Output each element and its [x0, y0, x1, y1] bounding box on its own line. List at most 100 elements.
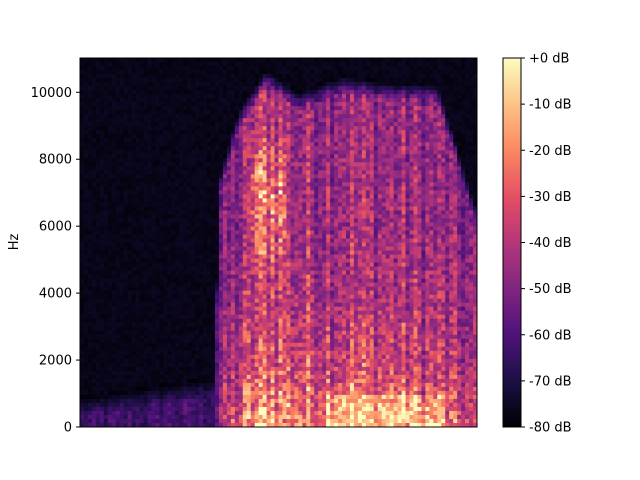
- spectrogram-cell: [199, 166, 204, 171]
- spectrogram-cell: [207, 362, 212, 368]
- spectrogram-cell: [107, 358, 113, 364]
- spectrogram-cell: [290, 382, 295, 388]
- spectrogram-cell: [226, 90, 232, 95]
- spectrogram-cell: [234, 370, 240, 376]
- spectrogram-cell: [95, 418, 101, 424]
- spectrogram-cell: [99, 362, 105, 368]
- spectrogram-cell: [214, 58, 220, 63]
- spectrogram-cell: [87, 74, 93, 79]
- spectrogram-cell: [218, 298, 224, 304]
- spectrogram-cell: [199, 130, 204, 135]
- spectrogram-cell: [262, 354, 267, 360]
- spectrogram-cell: [99, 414, 105, 420]
- spectrogram-cell: [258, 398, 264, 404]
- spectrogram-cell: [155, 382, 160, 388]
- spectrogram-cell: [159, 94, 164, 99]
- spectrogram-cell: [183, 254, 188, 259]
- spectrogram-cell: [266, 394, 271, 400]
- spectrogram-cell: [214, 270, 220, 275]
- spectrogram-cell: [171, 270, 176, 275]
- spectrogram-cell: [262, 234, 267, 239]
- spectrogram-cell: [266, 102, 271, 107]
- spectrogram-cell: [191, 158, 196, 163]
- spectrogram-cell: [175, 374, 180, 380]
- spectrogram-cell: [282, 226, 287, 231]
- spectrogram-cell: [250, 210, 256, 215]
- spectrogram-cell: [115, 238, 121, 243]
- spectrogram-cell: [203, 262, 208, 267]
- spectrogram-cell: [83, 386, 89, 392]
- spectrogram-cell: [163, 258, 168, 263]
- spectrogram-cell: [282, 170, 287, 175]
- spectrogram-cell: [91, 370, 97, 376]
- spectrogram-cell: [278, 82, 283, 87]
- spectrogram-cell: [147, 414, 152, 420]
- spectrogram-cell: [246, 338, 252, 344]
- spectrogram-cell: [155, 298, 160, 304]
- spectrogram-cell: [246, 198, 252, 203]
- spectrogram-cell: [135, 158, 140, 163]
- spectrogram-cell: [226, 314, 232, 320]
- spectrogram-cell: [214, 78, 220, 83]
- spectrogram-cell: [250, 314, 256, 320]
- spectrogram-cell: [175, 174, 180, 179]
- spectrogram-cell: [183, 86, 188, 91]
- spectrogram-cell: [207, 314, 212, 320]
- spectrogram-cell: [270, 406, 275, 412]
- spectrogram-cell: [163, 326, 168, 332]
- spectrogram-cell: [123, 294, 129, 300]
- spectrogram-cell: [179, 170, 184, 175]
- spectrogram-cell: [155, 202, 160, 207]
- spectrogram-cell: [171, 146, 176, 151]
- spectrogram-cell: [99, 182, 105, 187]
- spectrogram-cell: [151, 226, 156, 231]
- spectrogram-cell: [115, 130, 121, 135]
- spectrogram-cell: [191, 110, 196, 115]
- spectrogram-cell: [131, 286, 136, 292]
- spectrogram-cell: [214, 158, 220, 163]
- spectrogram-cell: [175, 414, 180, 420]
- spectrogram-cell: [131, 178, 136, 183]
- spectrogram-cell: [175, 366, 180, 372]
- spectrogram-cell: [242, 242, 248, 247]
- spectrogram-cell: [91, 282, 97, 288]
- spectrogram-cell: [290, 70, 295, 75]
- spectrogram-cell: [207, 86, 212, 91]
- spectrogram-cell: [195, 418, 200, 424]
- spectrogram-cell: [282, 142, 287, 147]
- spectrogram-cell: [290, 186, 295, 191]
- spectrogram-cell: [270, 62, 275, 67]
- spectrogram-cell: [123, 126, 129, 131]
- spectrogram-cell: [167, 106, 172, 111]
- spectrogram-cell: [266, 358, 271, 364]
- spectrogram-cell: [191, 366, 196, 372]
- spectrogram-cell: [131, 206, 136, 211]
- spectrogram-cell: [115, 170, 121, 175]
- spectrogram-cell: [191, 362, 196, 368]
- spectrogram-cell: [143, 214, 148, 219]
- spectrogram-cell: [155, 406, 160, 412]
- spectrogram-cell: [266, 382, 271, 388]
- spectrogram-cell: [103, 214, 109, 219]
- spectrogram-cell: [119, 354, 125, 360]
- spectrogram-cell: [282, 350, 287, 356]
- spectrogram-cell: [230, 382, 236, 388]
- spectrogram-cell: [80, 270, 85, 275]
- spectrogram-cell: [159, 334, 164, 340]
- spectrogram-cell: [99, 270, 105, 275]
- spectrogram-cell: [147, 122, 152, 127]
- spectrogram-cell: [187, 198, 192, 203]
- spectrogram-cell: [195, 106, 200, 111]
- spectrogram-cell: [111, 166, 117, 171]
- spectrogram-cell: [226, 334, 232, 340]
- spectrogram-cell: [87, 186, 93, 191]
- spectrogram-cell: [87, 182, 93, 187]
- spectrogram-cell: [80, 242, 85, 247]
- spectrogram-cell: [250, 398, 256, 404]
- spectrogram-cell: [91, 102, 97, 107]
- spectrogram-cell: [171, 386, 176, 392]
- spectrogram-cell: [183, 118, 188, 123]
- spectrogram-cell: [250, 310, 256, 316]
- spectrogram-cell: [282, 310, 287, 316]
- spectrogram-cell: [175, 66, 180, 71]
